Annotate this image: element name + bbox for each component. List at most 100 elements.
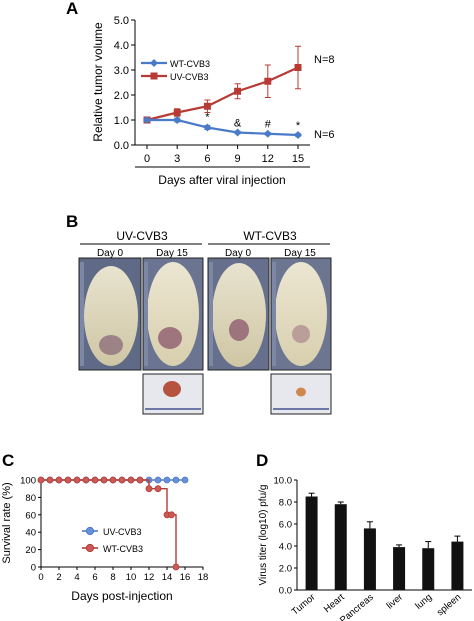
chart-d-bar-spleen <box>451 541 464 590</box>
photo-group-uv-label: UV-CVB3 <box>116 229 168 243</box>
chart-c-ytick-label: 20 <box>25 545 36 556</box>
chart-a-point-uv <box>234 87 242 95</box>
chart-a-ytick-label: 1.0 <box>114 115 129 127</box>
chart-c-point-uv-cvb3 <box>163 476 171 484</box>
chart-a-point-wt <box>203 123 212 132</box>
chart-d-ytick-label: 6.0 <box>279 520 292 531</box>
chart-d-ytick-label: 0.0 <box>279 586 292 597</box>
chart-a-significance-mark: & <box>234 117 242 129</box>
photo-group-wt-label: WT-CVB3 <box>243 229 297 243</box>
chart-d-bar-pancreas <box>363 528 376 590</box>
chart-d-bar-lung <box>422 548 435 590</box>
chart-d-ytick-label: 2.0 <box>279 564 292 575</box>
chart-a-tumor-volume: 0.0 1.0 2.0 3.0 4.0 5.0 0 3 6 9 12 15 Days after v… <box>91 15 335 187</box>
chart-c-ytick-label: 0 <box>31 563 36 574</box>
panel-b-photos: UV-CVB3 WT-CVB3 Day 0 Day 15 Day 0 Day 1… <box>78 229 332 415</box>
chart-d-category-label: lung <box>413 592 434 612</box>
legend-c-uv-label: UV-CVB3 <box>103 527 142 537</box>
legend-wt-marker <box>150 59 158 67</box>
panel-label-b: B <box>66 212 78 231</box>
chart-a-xlabel: Days after viral injection <box>158 173 285 187</box>
chart-d-bar-liver <box>393 547 406 590</box>
legend-c-wt-label: WT-CVB3 <box>103 544 143 554</box>
chart-d-ytick-label: 8.0 <box>279 498 292 509</box>
chart-a-ytick-label: 3.0 <box>114 65 129 77</box>
photo-wt-day0-label: Day 0 <box>225 248 252 259</box>
chart-c-ytick-label: 80 <box>25 493 36 504</box>
photo-uv-day15 <box>142 257 204 371</box>
chart-a-significance-mark: * <box>205 112 210 124</box>
chart-a-xtick-label: 3 <box>174 153 180 165</box>
chart-c-point-wt-cvb3 <box>73 476 81 484</box>
chart-a-series-line-uv-cvb3 <box>146 66 299 122</box>
chart-c-point-wt-cvb3 <box>91 476 99 484</box>
chart-a-legend: WT-CVB3 UV-CVB3 <box>141 59 210 82</box>
chart-c-point-wt-cvb3 <box>145 485 153 493</box>
chart-c-xtick-label: 16 <box>180 572 191 583</box>
chart-c-xtick-label: 10 <box>126 572 137 583</box>
chart-c-ytick-label: 100 <box>20 476 36 487</box>
chart-c-xtick-label: 0 <box>38 572 43 583</box>
photo-wt-day15-label: Day 15 <box>284 248 316 259</box>
chart-c-xtick-label: 2 <box>56 572 61 583</box>
legend-uv-label: UV-CVB3 <box>170 72 209 82</box>
chart-c-point-wt-cvb3 <box>118 476 126 484</box>
chart-a-significance-mark: * <box>296 120 301 132</box>
legend-wt-label: WT-CVB3 <box>170 59 210 69</box>
chart-a-ytick-label: 5.0 <box>114 15 129 27</box>
chart-c-xlabel: Days post-injection <box>71 589 172 603</box>
chart-a-ylabel: Relative tumor volume <box>91 22 105 142</box>
chart-c-point-wt-cvb3 <box>168 511 175 519</box>
chart-a-xtick-label: 15 <box>292 153 304 165</box>
chart-d-ytick-label: 4.0 <box>279 542 292 553</box>
chart-c-point-wt-cvb3 <box>109 476 117 484</box>
legend-c-wt-marker <box>85 543 95 553</box>
chart-c-ylabel: Survival rate (%) <box>1 482 13 563</box>
chart-c-point-uv-cvb3 <box>181 476 189 484</box>
chart-c-survival: 0 20 40 60 80 100 0 2 4 6 8 10 12 14 16 18 Days post-i… <box>1 476 208 604</box>
chart-c-point-wt-cvb3 <box>37 476 45 484</box>
chart-c-point-wt-cvb3 <box>55 476 63 484</box>
photo-uv-day0-label: Day 0 <box>97 248 124 259</box>
chart-c-point-wt-cvb3 <box>82 476 90 484</box>
chart-c-point-wt-cvb3 <box>100 476 108 484</box>
photo-uv-day15-label: Day 15 <box>156 248 188 259</box>
chart-c-xtick-label: 4 <box>74 572 79 583</box>
chart-c-point-uv-cvb3 <box>172 476 180 484</box>
photo-wt-day15 <box>270 257 332 371</box>
chart-d-category-label: liver <box>385 592 405 612</box>
chart-d-category-label: spleen <box>435 592 464 618</box>
chart-c-xtick-label: 12 <box>144 572 155 583</box>
chart-d-bar-heart <box>334 504 347 590</box>
chart-c-xtick-label: 18 <box>198 572 209 583</box>
chart-d-bar-tumor <box>305 496 318 590</box>
chart-c-point-wt-cvb3 <box>64 476 72 484</box>
photo-wt-tumor-inset <box>270 373 332 415</box>
chart-a-point-uv <box>264 77 272 85</box>
chart-d-ytick-label: 10.0 <box>274 476 293 487</box>
legend-uv-marker <box>150 72 158 80</box>
panel-label-a: A <box>66 0 78 18</box>
chart-a-xtick-label: 12 <box>262 153 274 165</box>
chart-c-point-uv-cvb3 <box>154 476 162 484</box>
chart-a-xtick-label: 9 <box>235 153 241 165</box>
chart-a-ytick-label: 4.0 <box>114 40 129 52</box>
chart-c-ytick-label: 40 <box>25 528 36 539</box>
chart-a-point-uv <box>173 109 181 116</box>
chart-a-point-uv <box>203 102 211 110</box>
chart-a-xtick-label: 0 <box>144 153 150 165</box>
chart-c-point-wt-cvb3 <box>154 485 162 493</box>
chart-c-point-wt-cvb3 <box>46 476 54 484</box>
chart-d-category-label: Tumor <box>290 592 318 618</box>
chart-a-ytick-label: 2.0 <box>114 90 129 102</box>
chart-a-point-wt <box>263 129 272 138</box>
chart-a-ytick-label: 0.0 <box>114 140 129 152</box>
chart-d-category-label: Pancreas <box>338 592 376 621</box>
chart-a-n-uv: N=8 <box>314 54 335 66</box>
chart-a-series-line-wt-cvb3 <box>147 118 299 137</box>
chart-c-legend: UV-CVB3 WT-CVB3 <box>82 526 143 554</box>
chart-c-xtick-label: 6 <box>92 572 97 583</box>
chart-c-xtick-label: 8 <box>110 572 115 583</box>
panel-label-c: C <box>2 451 14 470</box>
